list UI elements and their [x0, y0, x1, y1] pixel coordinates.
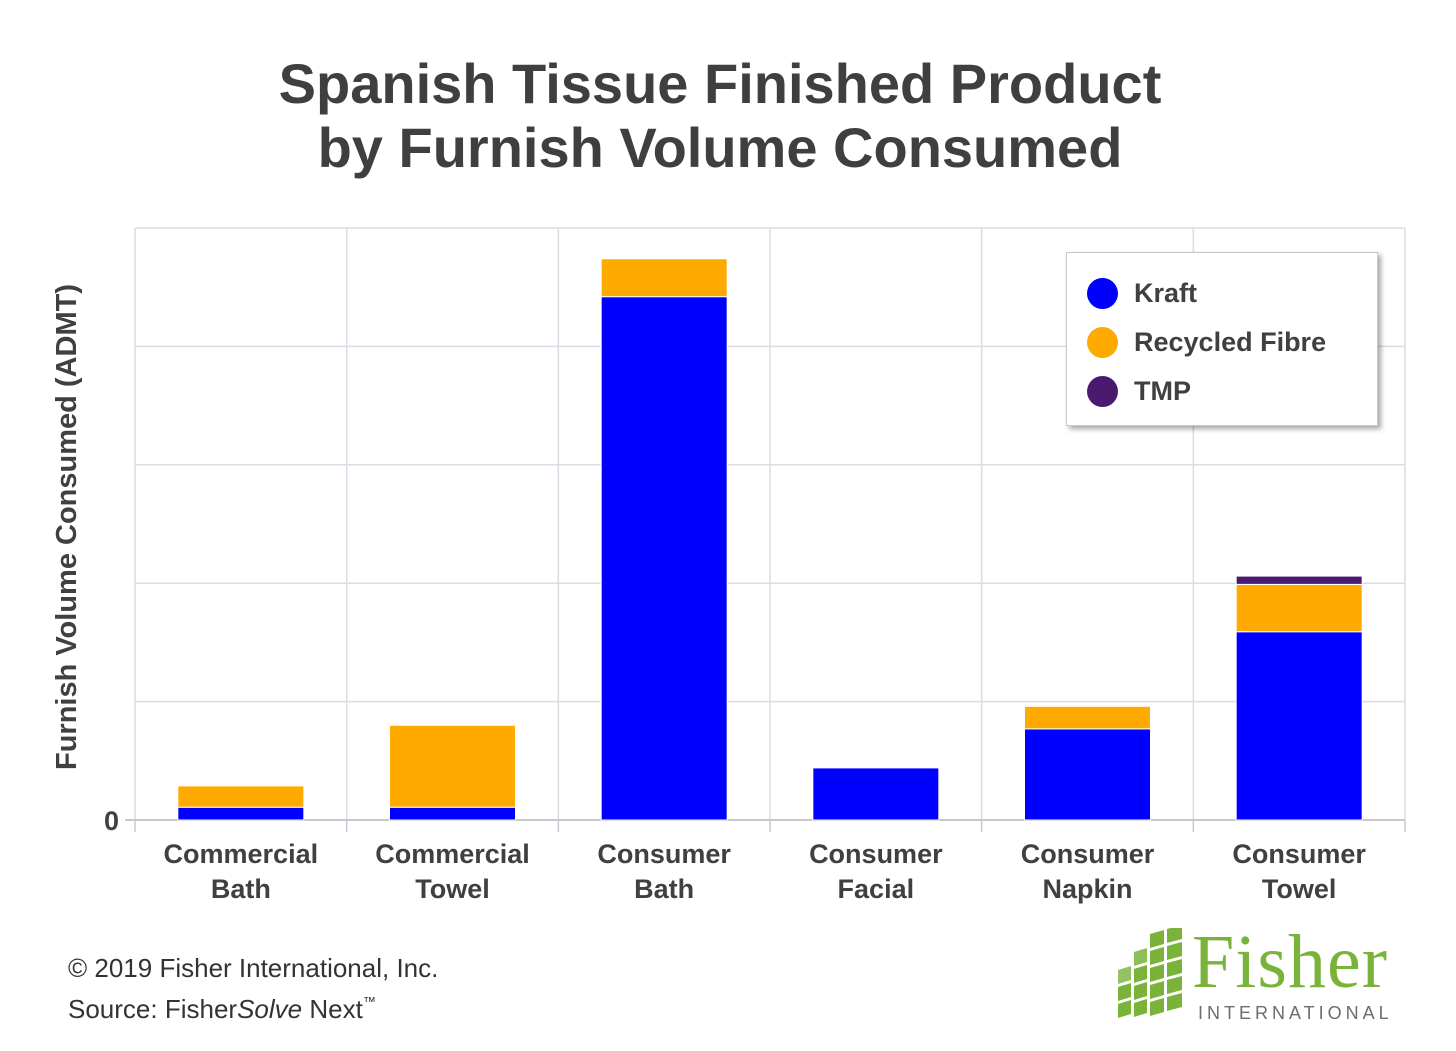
- y-tick-label: 0: [104, 806, 119, 836]
- chart-title: Spanish Tissue Finished Product by Furni…: [60, 52, 1380, 180]
- logo-grid-icon: [1118, 928, 1182, 1018]
- x-tick-label: Commercial: [164, 839, 319, 869]
- x-tick-label: Napkin: [1042, 874, 1132, 904]
- bar-segment-tmp: [1235, 575, 1363, 585]
- bar-segment-kraft: [812, 767, 940, 821]
- legend-item-recycled-fibre: Recycled Fibre: [1087, 325, 1326, 359]
- x-tick-label: Consumer: [597, 839, 731, 869]
- x-tick-label: Facial: [838, 874, 915, 904]
- x-tick-label: Bath: [211, 874, 271, 904]
- bar-segment-kraft: [1024, 728, 1151, 821]
- bar-segment-kraft: [600, 296, 728, 821]
- legend-label-tmp: TMP: [1134, 375, 1191, 406]
- source-suffix: Next: [302, 994, 363, 1024]
- fisher-logo: Fisher INTERNATIONAL: [1112, 922, 1402, 1028]
- trademark-symbol: ™: [362, 994, 376, 1009]
- legend: Kraft Recycled Fibre TMP: [1066, 252, 1378, 426]
- bar-segment-recycled-fibre: [1024, 705, 1151, 730]
- source-italic: Solve: [237, 994, 303, 1024]
- source-text: Source: FisherSolve Next™: [68, 985, 438, 1026]
- legend-swatch-kraft: [1087, 277, 1118, 309]
- chart-title-line-2: by Furnish Volume Consumed: [317, 116, 1123, 179]
- bar-segment-recycled-fibre: [600, 258, 728, 298]
- logo-wordmark: Fisher: [1192, 920, 1388, 1004]
- y-axis-label: Furnish Volume Consumed (ADMT): [51, 284, 83, 771]
- bar-segment-kraft: [177, 806, 305, 821]
- logo-subtitle: INTERNATIONAL: [1198, 1003, 1393, 1023]
- bar-segment-kraft: [389, 806, 516, 821]
- legend-label-kraft: Kraft: [1134, 277, 1198, 308]
- legend-item-kraft: Kraft: [1087, 276, 1197, 310]
- legend-swatch-tmp: [1087, 375, 1118, 407]
- source-prefix: Source: Fisher: [68, 994, 238, 1024]
- bar-segment-recycled-fibre: [389, 724, 516, 808]
- footer: © 2019 Fisher International, Inc. Source…: [68, 952, 438, 1026]
- x-tick-label: Consumer: [1021, 839, 1155, 869]
- legend-swatch-recycled-fibre: [1087, 326, 1118, 358]
- x-tick-label: Consumer: [1232, 839, 1366, 869]
- x-tick-label: Towel: [415, 874, 490, 904]
- bar-segment-recycled-fibre: [1235, 583, 1363, 633]
- legend-item-tmp: TMP: [1087, 374, 1191, 408]
- copyright-text: © 2019 Fisher International, Inc.: [68, 953, 439, 983]
- x-tick-label: Towel: [1262, 874, 1337, 904]
- chart-title-line-1: Spanish Tissue Finished Product: [278, 52, 1162, 115]
- legend-label-recycled-fibre: Recycled Fibre: [1134, 326, 1327, 357]
- x-tick-label: Bath: [634, 874, 694, 904]
- x-tick-label: Commercial: [375, 839, 530, 869]
- bar-segment-kraft: [1235, 631, 1363, 821]
- x-tick-label: Consumer: [809, 839, 943, 869]
- bar-segment-recycled-fibre: [177, 785, 305, 808]
